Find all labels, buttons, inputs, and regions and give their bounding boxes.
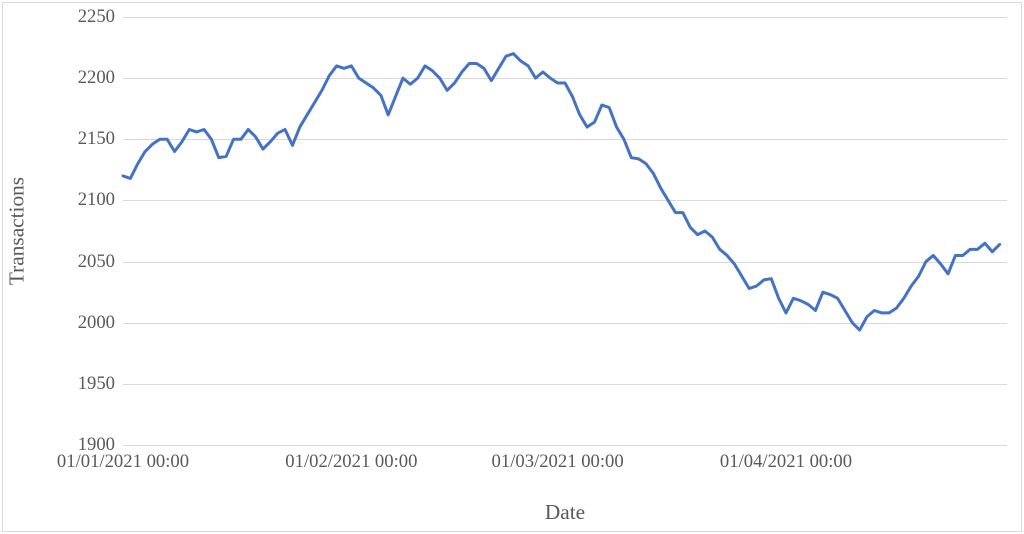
x-axis-title: Date bbox=[545, 500, 585, 525]
x-tick-label: 01/01/2021 00:00 bbox=[57, 445, 189, 473]
y-tick-label: 2250 bbox=[78, 6, 123, 28]
y-tick-label: 2050 bbox=[78, 251, 123, 273]
x-tick-label: 01/04/2021 00:00 bbox=[720, 445, 852, 473]
y-tick-label: 1950 bbox=[78, 373, 123, 395]
y-axis-title: Transactions bbox=[5, 177, 30, 285]
x-tick-label: 01/03/2021 00:00 bbox=[492, 445, 624, 473]
line-series bbox=[123, 17, 1007, 445]
y-tick-label: 2200 bbox=[78, 67, 123, 89]
x-tick-label: 01/02/2021 00:00 bbox=[285, 445, 417, 473]
chart-frame: 1900195020002050210021502200225001/01/20… bbox=[2, 2, 1022, 532]
plot-area: 1900195020002050210021502200225001/01/20… bbox=[123, 17, 1007, 445]
y-tick-label: 2000 bbox=[78, 312, 123, 334]
y-tick-label: 2100 bbox=[78, 189, 123, 211]
y-tick-label: 2150 bbox=[78, 128, 123, 150]
